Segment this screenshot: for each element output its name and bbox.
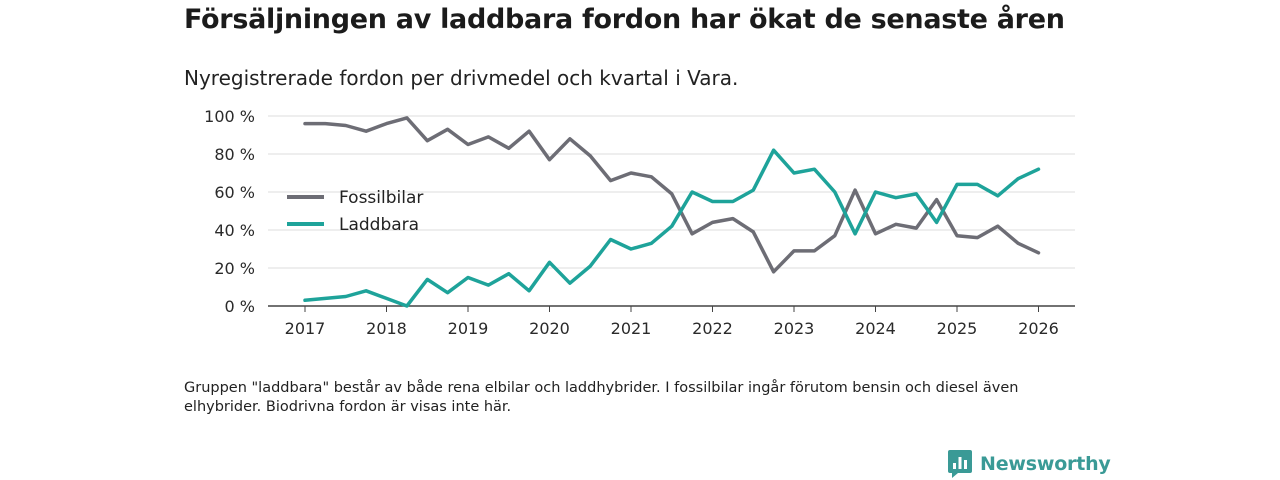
y-tick-label: 20 %: [214, 259, 255, 278]
line-chart: 0 % 20 % 40 % 60 % 80 % 100 % 2017 2018 2019 202…: [204, 107, 1075, 338]
brand-name: Newsworthy: [980, 453, 1111, 475]
y-axis-ticks: 0 % 20 % 40 % 60 % 80 % 100 %: [204, 107, 255, 316]
x-tick-label: 2025: [937, 319, 978, 338]
x-tick-label: 2026: [1018, 319, 1059, 338]
y-tick-label: 80 %: [214, 145, 255, 164]
x-tick-label: 2020: [529, 319, 570, 338]
legend-label-laddbara: Laddbara: [339, 215, 419, 235]
legend-label-fossilbilar: Fossilbilar: [339, 188, 423, 208]
newsworthy-logo-icon: [948, 450, 972, 478]
x-tick-label: 2021: [611, 319, 652, 338]
legend: Fossilbilar Laddbara: [287, 188, 423, 235]
x-tick-label: 2019: [448, 319, 489, 338]
series-line-fossilbilar: [303, 116, 1041, 274]
series-lines: [303, 116, 1041, 308]
x-axis: 2017 2018 2019 2020 2021 2022 2023 2024 2025 2026: [268, 305, 1075, 338]
footnote: Gruppen "laddbara" består av både rena e…: [184, 380, 1019, 415]
chart-subtitle: Nyregistrerade fordon per drivmedel och …: [184, 66, 739, 90]
x-tick-label: 2023: [774, 319, 815, 338]
x-tick-label: 2022: [692, 319, 733, 338]
y-tick-label: 60 %: [214, 183, 255, 202]
x-tick-label: 2018: [366, 319, 407, 338]
x-tick-label: 2024: [855, 319, 896, 338]
y-tick-label: 40 %: [214, 221, 255, 240]
brand-logo: Newsworthy: [948, 450, 1111, 478]
x-tick-label: 2017: [285, 319, 326, 338]
series-line-laddbara: [303, 148, 1041, 308]
y-tick-label: 0 %: [225, 297, 255, 316]
chart-title: Försäljningen av laddbara fordon har öka…: [184, 4, 1065, 35]
y-tick-label: 100 %: [204, 107, 255, 126]
